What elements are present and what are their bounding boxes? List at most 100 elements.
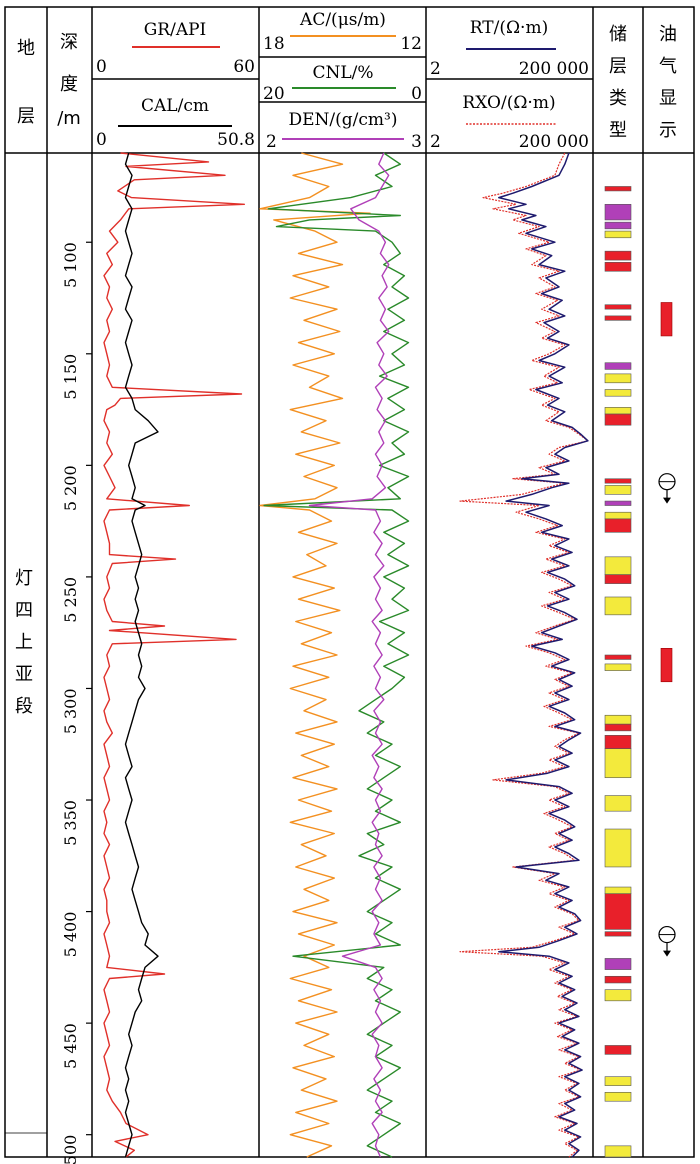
- gas-show-arrow: [663, 497, 671, 504]
- ac-legend-max: 12: [400, 34, 422, 54]
- gr-legend-max: 60: [233, 57, 255, 77]
- reservoir-interval: [604, 518, 632, 533]
- den-legend-name: DEN/(g/cm³): [289, 110, 398, 130]
- reservoir-interval: [604, 989, 632, 1002]
- reservoir-interval: [604, 1145, 632, 1158]
- ac-curve: [259, 152, 371, 1158]
- reservoir-interval: [604, 204, 632, 221]
- cal-legend-max: 50.8: [217, 130, 255, 150]
- cnl-legend-min: 20: [263, 84, 285, 104]
- cnl-legend-name: CNL/%: [312, 63, 373, 83]
- track3-header: RT/(Ω·m) 2 200 000 RXO/(Ω·m) 2 200 000: [430, 18, 589, 152]
- curves-layer: [103, 152, 589, 1158]
- gr-legend-min: 0: [96, 57, 107, 77]
- gas-show-arrow: [663, 950, 671, 957]
- oil-show-marker: [660, 648, 673, 683]
- rxo-legend-min: 2: [430, 132, 441, 152]
- rt-legend-max: 200 000: [519, 59, 589, 79]
- depth-header-char-2: 度: [60, 74, 78, 95]
- cnl-legend-max: 0: [411, 84, 422, 104]
- depth-tick-label: 5 200: [61, 465, 80, 511]
- reservoir-interval: [604, 931, 632, 937]
- oilgas-header-char-2: 气: [659, 56, 677, 77]
- reservoir-interval: [604, 723, 632, 732]
- reservoir-interval: [604, 596, 632, 616]
- depth-tick-label: 5 150: [61, 354, 80, 400]
- reservoir-header-char-2: 层: [609, 56, 627, 77]
- oilgas-header-char-4: 示: [659, 120, 677, 141]
- strata-header-char-2: 层: [17, 106, 35, 127]
- reservoir-column: [604, 186, 632, 1158]
- reservoir-interval: [604, 315, 632, 321]
- reservoir-interval: [604, 407, 632, 415]
- reservoir-interval: [604, 795, 632, 812]
- reservoir-interval: [604, 362, 632, 370]
- depth-header-char-1: 深: [60, 32, 78, 53]
- reservoir-interval: [604, 413, 632, 426]
- cal-curve: [124, 152, 159, 1158]
- reservoir-interval: [604, 485, 632, 495]
- reservoir-interval: [604, 373, 632, 384]
- gas-show-symbol: [658, 925, 676, 957]
- stratum-char-4: 亚: [15, 664, 33, 685]
- oilgas-header-char-1: 油: [659, 24, 677, 45]
- cnl-curve: [263, 152, 410, 1158]
- reservoir-header: 储 层 类 型: [609, 24, 627, 141]
- rxo-curve: [459, 152, 589, 1158]
- den-legend-max: 3: [411, 132, 422, 152]
- strata-header-char-1: 地: [17, 38, 35, 59]
- ac-legend-min: 18: [263, 34, 285, 54]
- reservoir-interval: [604, 654, 632, 660]
- reservoir-interval: [604, 893, 632, 930]
- gas-show-symbol: [658, 473, 676, 504]
- reservoir-interval: [604, 304, 632, 310]
- oilgas-header: 油 气 显 示: [659, 24, 677, 141]
- reservoir-interval: [604, 500, 632, 506]
- reservoir-interval: [604, 478, 632, 484]
- ac-legend-name: AC/(μs/m): [299, 10, 386, 30]
- depth-header: 深 度 /m: [57, 32, 81, 129]
- depth-tick-label: 5 250: [61, 577, 80, 623]
- rxo-legend-name: RXO/(Ω·m): [462, 93, 555, 113]
- reservoir-interval: [604, 1091, 632, 1102]
- strata-header: 地 层: [17, 38, 35, 127]
- stratum-char-5: 段: [15, 696, 33, 717]
- rt-legend-name: RT/(Ω·m): [470, 18, 548, 38]
- oilgas-header-char-3: 显: [659, 88, 677, 109]
- den-curve: [308, 152, 390, 1158]
- reservoir-header-char-4: 型: [609, 120, 627, 141]
- depth-tick-label: 5 300: [61, 688, 80, 734]
- reservoir-interval: [604, 186, 632, 192]
- stratum-char-3: 上: [15, 632, 33, 653]
- depth-tick-label: 5 350: [61, 800, 80, 846]
- reservoir-interval: [604, 735, 632, 750]
- reservoir-interval: [604, 1045, 632, 1055]
- reservoir-interval: [604, 1076, 632, 1086]
- stratum-char-2: 四: [15, 600, 33, 621]
- gr-curve: [103, 152, 245, 1158]
- depth-tick-label: 5 450: [61, 1023, 80, 1069]
- reservoir-interval: [604, 262, 632, 272]
- den-legend-min: 2: [266, 132, 277, 152]
- reservoir-interval: [604, 389, 632, 397]
- reservoir-interval: [604, 958, 632, 970]
- reservoir-interval: [604, 511, 632, 520]
- cal-legend-min: 0: [96, 130, 107, 150]
- reservoir-header-char-3: 类: [609, 88, 627, 109]
- reservoir-interval: [604, 250, 632, 261]
- depth-tick-label: 5 400: [61, 912, 80, 958]
- reservoir-interval: [604, 556, 632, 575]
- stratum-char-1: 灯: [15, 568, 33, 589]
- rxo-legend-max: 200 000: [519, 132, 589, 152]
- track2-header: AC/(μs/m) 18 12 CNL/% 20 0 DEN/(g/cm³) 2…: [263, 10, 422, 152]
- track1-header: GR/API 0 60 CAL/cm 0 50.8: [96, 20, 255, 150]
- reservoir-interval: [604, 714, 632, 725]
- reservoir-interval: [604, 886, 632, 895]
- reservoir-header-char-1: 储: [609, 24, 627, 45]
- reservoir-interval: [604, 828, 632, 868]
- reservoir-interval: [604, 574, 632, 584]
- gr-legend-name: GR/API: [144, 20, 207, 40]
- reservoir-interval: [604, 221, 632, 230]
- reservoir-interval: [604, 663, 632, 671]
